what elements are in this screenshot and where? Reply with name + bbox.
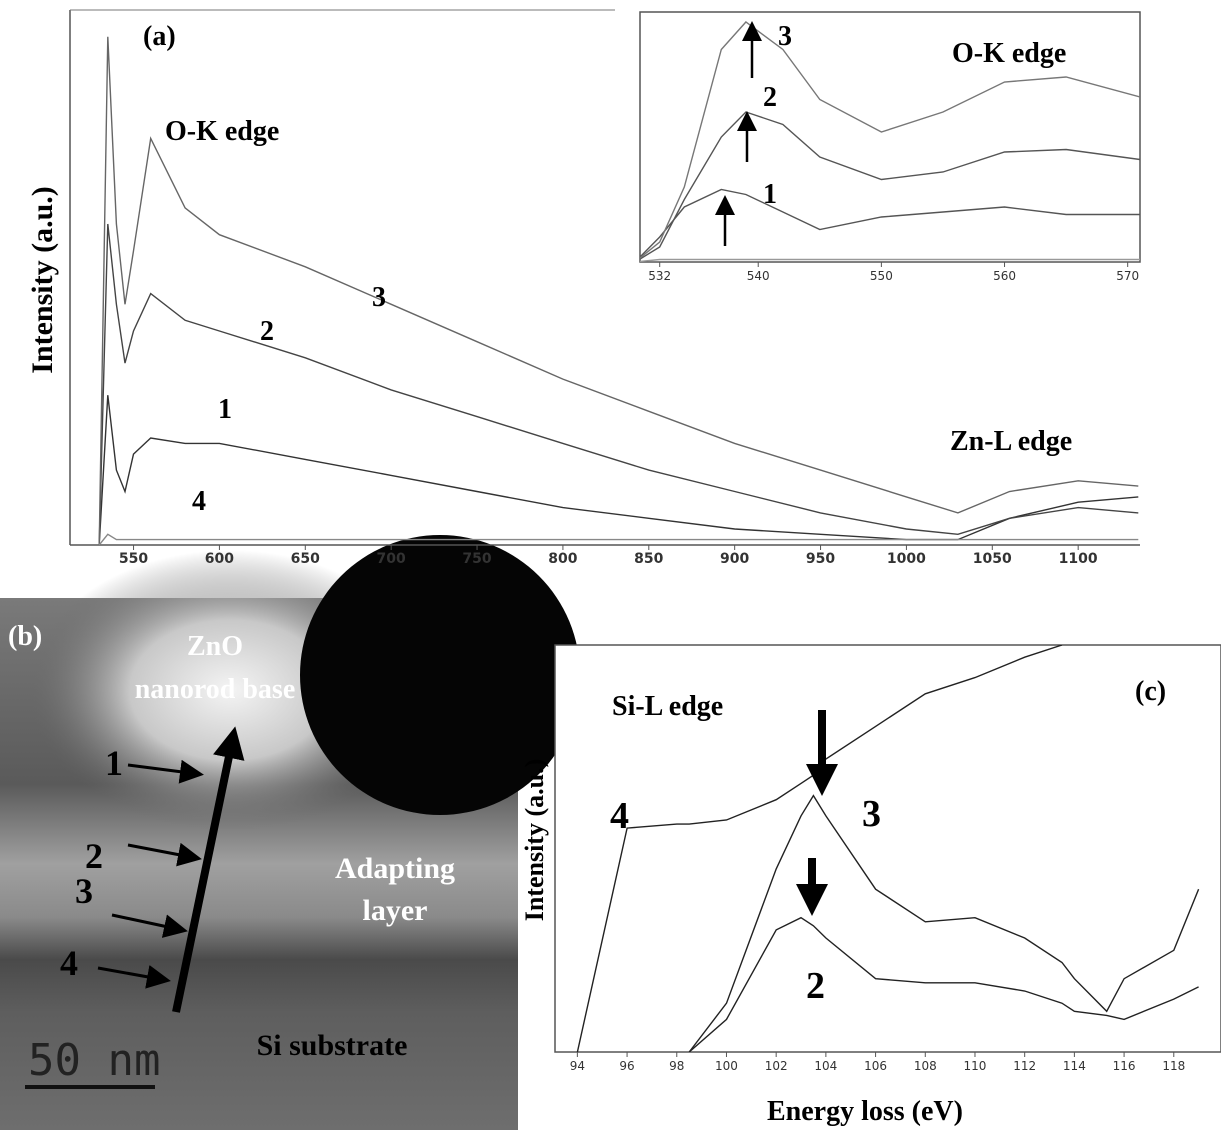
plot-frame [639, 11, 1141, 263]
x-tick-label: 108 [914, 1059, 937, 1073]
scale-bar-label: 50 nm [28, 1035, 160, 1086]
x-tick-label: 110 [964, 1059, 987, 1073]
chart-panel: 532 540 550 560 570 1 23 O-K edge [639, 11, 1141, 283]
x-tick-label: 800 [548, 551, 577, 567]
region-label: nanorod base [135, 674, 296, 705]
x-tick-label: 112 [1013, 1059, 1036, 1073]
chart-panel: 94 96 98 100 102 104 106 108 110 112 114 116 118 2 3 4 (… [520, 644, 1221, 1127]
x-tick-label: 102 [765, 1059, 788, 1073]
series-line [98, 395, 1139, 545]
chart-panel: 550 600 650 700 750 800 850 900 950 1000 1050 1100 1… [26, 9, 1140, 567]
x-tick-label: 100 [715, 1059, 738, 1073]
series-label: 3 [778, 21, 792, 52]
plot-frame [554, 644, 1221, 1053]
series-line [98, 36, 1139, 545]
series-label: 2 [260, 316, 274, 347]
annotation: O-K edge [952, 38, 1066, 69]
arrow [127, 842, 202, 867]
x-tick-label: 850 [634, 551, 663, 567]
series-label: 1 [218, 394, 232, 425]
x-tick-label: 700 [377, 551, 406, 567]
point-label: 2 [85, 836, 103, 876]
point-label: 3 [75, 871, 93, 911]
x-tick-label: 950 [806, 551, 835, 567]
series-label: 3 [372, 282, 386, 313]
x-tick-label: 540 [747, 269, 770, 283]
series-label: 2 [806, 965, 825, 1007]
annotation: O-K edge [165, 116, 279, 147]
x-tick-label: 650 [291, 551, 320, 567]
x-tick-label: 114 [1063, 1059, 1086, 1073]
x-axis-label: Energy loss (eV) [767, 1096, 963, 1127]
x-tick-label: 600 [205, 551, 234, 567]
x-tick-label: 96 [619, 1059, 634, 1073]
x-tick-label: 1050 [973, 551, 1012, 567]
series-line [98, 223, 1139, 545]
region-label: ZnO [187, 631, 243, 662]
y-axis-label: Intensity (a.u.) [520, 759, 549, 922]
series-label: 2 [763, 82, 777, 113]
x-tick-label: 104 [814, 1059, 837, 1073]
series-line [640, 111, 1140, 260]
region-label: Si substrate [257, 1029, 408, 1062]
x-tick-label: 550 [119, 551, 148, 567]
series-line [640, 258, 1140, 262]
annotation: Zn-L edge [950, 426, 1072, 457]
x-tick-label: 1100 [1059, 551, 1098, 567]
series-label: 1 [763, 179, 777, 210]
y-axis-label: Intensity (a.u.) [26, 186, 59, 374]
x-tick-label: 532 [648, 269, 671, 283]
panel-label: (c) [1135, 676, 1166, 707]
x-tick-label: 750 [462, 551, 491, 567]
annotation: Si-L edge [612, 691, 723, 722]
x-tick-label: 98 [669, 1059, 684, 1073]
x-tick-label: 106 [864, 1059, 887, 1073]
profile-arrow [172, 726, 245, 1013]
series-line [688, 794, 1200, 1052]
series-line [688, 916, 1199, 1052]
micrograph: 50 nm (b) ZnO nanorod base Adapting laye… [0, 535, 580, 1130]
x-tick-label: 94 [570, 1059, 585, 1073]
x-tick-label: 570 [1116, 269, 1139, 283]
panel-label: (b) [8, 621, 42, 652]
series-label: 4 [192, 486, 206, 517]
x-tick-label: 900 [720, 551, 749, 567]
arrow [111, 913, 188, 938]
x-tick-label: 118 [1162, 1059, 1185, 1073]
dark-particle [300, 535, 580, 815]
region-label: layer [363, 894, 428, 927]
series-label: 3 [862, 793, 881, 835]
point-label: 4 [60, 943, 78, 983]
x-tick-label: 550 [870, 269, 893, 283]
x-tick-label: 560 [993, 269, 1016, 283]
series-label: 4 [610, 795, 629, 837]
x-tick-label: 116 [1113, 1059, 1136, 1073]
point-label: 1 [105, 743, 123, 783]
arrow [97, 965, 171, 989]
region-label: Adapting [335, 852, 455, 885]
x-tick-label: 1000 [887, 551, 926, 567]
series-line [98, 533, 1139, 545]
series-line [640, 21, 1140, 259]
panel-label: (a) [143, 21, 176, 52]
arrow [127, 759, 204, 784]
series-line [640, 188, 1140, 259]
